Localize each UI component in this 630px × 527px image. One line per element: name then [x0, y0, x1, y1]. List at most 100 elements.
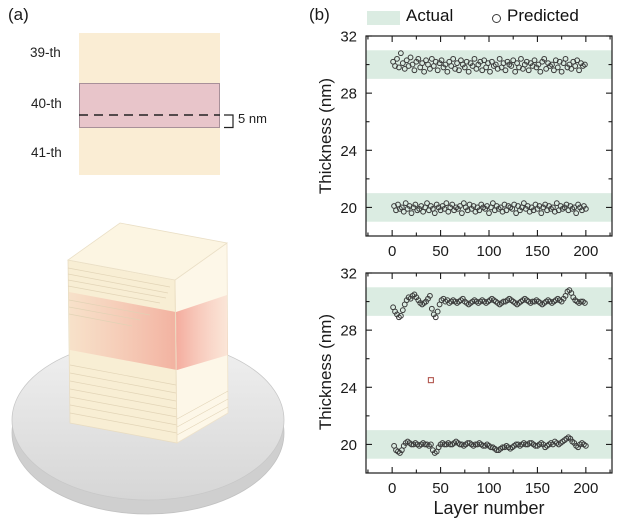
data-point [461, 64, 468, 71]
legend-actual-label: Actual [406, 6, 454, 25]
thickness-chart-top: 20 24 28 32 0 50 100 150 200 [340, 29, 613, 260]
data-point [442, 61, 449, 68]
data-point [421, 68, 428, 75]
y-tick-label: 32 [340, 29, 357, 46]
x-tick-label: 150 [525, 243, 550, 260]
data-point [456, 67, 462, 74]
legend-actual-swatch [367, 11, 400, 25]
y-tick-label: 32 [340, 266, 357, 283]
panel-b-label: (b) [309, 5, 330, 24]
legend-predicted-marker-icon [492, 14, 501, 23]
data-point [502, 67, 509, 74]
data-point [399, 60, 406, 67]
data-point [510, 57, 517, 64]
marked-layer-band-right [176, 295, 228, 370]
data-point [537, 68, 544, 75]
data-point [535, 61, 542, 68]
data-point [449, 201, 456, 208]
x-tick-label: 50 [432, 480, 449, 497]
x-tick-label: 0 [388, 243, 396, 260]
data-point [573, 210, 580, 217]
data-point [434, 308, 441, 315]
data-point [525, 67, 532, 74]
legend-predicted-label: Predicted [507, 6, 579, 25]
data-point [428, 55, 435, 62]
data-point [427, 441, 434, 448]
data-point [520, 200, 527, 207]
bracket-5nm [224, 114, 234, 129]
data-point [550, 67, 557, 74]
data-point [415, 55, 422, 62]
data-point [581, 61, 588, 68]
x-tick-label: 150 [525, 480, 550, 497]
y-axis-title-bottom-chart: Thickness (nm) [316, 313, 335, 431]
data-point [394, 55, 400, 62]
data-point [574, 57, 581, 64]
x-tick-label: 0 [388, 480, 396, 497]
data-point [486, 210, 492, 217]
data-point [427, 292, 433, 299]
data-point [576, 67, 582, 74]
data-point [428, 305, 435, 312]
data-point [582, 205, 589, 212]
data-point [424, 200, 430, 207]
data-point [411, 67, 418, 74]
data-point [409, 61, 416, 68]
cube-front-edge [174, 279, 178, 444]
data-point [562, 55, 569, 62]
thickness-annotation-label: 5 nm [238, 111, 267, 126]
sample-3d-illustration [11, 222, 285, 515]
data-point [571, 204, 578, 211]
data-point [581, 300, 588, 306]
y-axis-title-top-chart: Thickness (nm) [316, 77, 335, 195]
layer-lines-top [67, 267, 171, 327]
layer-label-41: 41-th [31, 145, 62, 160]
data-point [549, 61, 555, 68]
data-point [402, 200, 409, 207]
layer-label-40: 40-th [31, 96, 62, 111]
data-point [481, 57, 488, 64]
data-point [572, 63, 579, 69]
x-tick-label: 100 [476, 480, 501, 497]
y-tick-label: 28 [340, 323, 357, 340]
data-point [476, 207, 483, 214]
data-point [512, 68, 519, 75]
data-point [412, 201, 419, 208]
data-point [438, 57, 445, 64]
data-point [582, 442, 589, 449]
data-point [403, 57, 410, 64]
data-point [396, 64, 402, 71]
data-point [427, 65, 433, 72]
data-point [443, 200, 450, 207]
data-point [558, 68, 565, 75]
data-point [434, 67, 441, 74]
data-point [397, 50, 404, 57]
film-layer-39 [79, 33, 220, 83]
data-point [538, 210, 545, 217]
data-point [399, 307, 406, 314]
data-point [444, 68, 451, 75]
y-tick-label: 24 [340, 380, 357, 397]
data-point [407, 54, 414, 61]
y-tick-label: 20 [340, 200, 357, 217]
data-point [541, 55, 548, 62]
data-point [508, 63, 515, 69]
data-point [531, 57, 538, 64]
data-point [450, 55, 457, 62]
data-point [469, 63, 476, 69]
data-point [471, 55, 478, 62]
data-point [479, 67, 486, 74]
data-point [431, 210, 438, 217]
outlier-point [427, 377, 434, 384]
data-point [419, 60, 426, 67]
layered-cube [67, 222, 229, 444]
thickness-chart-bottom: 20 24 28 32 0 50 100 150 200 [340, 266, 613, 497]
data-point [489, 200, 496, 207]
y-tick-label: 28 [340, 86, 357, 103]
x-tick-label: 200 [573, 480, 598, 497]
data-point [441, 205, 448, 212]
thickness-annotation-overlay [79, 114, 234, 129]
data-point [543, 65, 550, 72]
layer-stack-schematic [79, 33, 220, 175]
